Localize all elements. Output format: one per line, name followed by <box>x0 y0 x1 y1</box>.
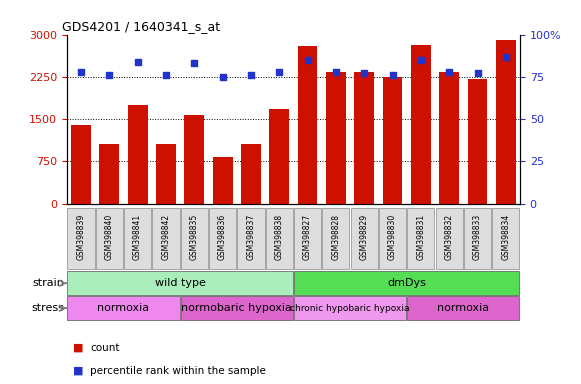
Text: chronic hypobaric hypoxia: chronic hypobaric hypoxia <box>290 304 410 313</box>
Text: GSM398828: GSM398828 <box>331 214 340 260</box>
FancyBboxPatch shape <box>294 271 519 295</box>
Text: percentile rank within the sample: percentile rank within the sample <box>90 366 266 376</box>
Bar <box>128 105 148 204</box>
Bar <box>468 79 487 204</box>
Point <box>105 72 114 78</box>
Bar <box>184 114 204 204</box>
Text: GSM398839: GSM398839 <box>77 214 85 260</box>
Text: normoxia: normoxia <box>98 303 149 313</box>
Bar <box>99 144 119 204</box>
Bar <box>270 109 289 204</box>
Text: normoxia: normoxia <box>437 303 489 313</box>
Text: wild type: wild type <box>155 278 206 288</box>
Text: GSM398838: GSM398838 <box>275 214 284 260</box>
Point <box>444 69 454 75</box>
Text: GSM398834: GSM398834 <box>501 214 510 260</box>
FancyBboxPatch shape <box>124 207 151 270</box>
Text: GSM398841: GSM398841 <box>133 214 142 260</box>
Text: ■: ■ <box>73 366 83 376</box>
Point <box>331 69 340 75</box>
Text: GSM398840: GSM398840 <box>105 214 114 260</box>
Point <box>416 57 425 63</box>
Point <box>473 70 482 76</box>
Point <box>218 74 227 80</box>
Bar <box>354 72 374 204</box>
FancyBboxPatch shape <box>350 207 378 270</box>
FancyBboxPatch shape <box>407 207 435 270</box>
Text: GSM398827: GSM398827 <box>303 214 312 260</box>
Text: normobaric hypoxia: normobaric hypoxia <box>181 303 292 313</box>
Text: GSM398830: GSM398830 <box>388 214 397 260</box>
Point <box>275 69 284 75</box>
Text: GSM398842: GSM398842 <box>162 214 170 260</box>
Bar <box>383 77 403 204</box>
FancyBboxPatch shape <box>67 271 293 295</box>
FancyBboxPatch shape <box>407 296 519 320</box>
Text: count: count <box>90 343 120 353</box>
Text: GSM398833: GSM398833 <box>473 214 482 260</box>
Text: GDS4201 / 1640341_s_at: GDS4201 / 1640341_s_at <box>62 20 220 33</box>
FancyBboxPatch shape <box>436 207 463 270</box>
FancyBboxPatch shape <box>181 296 293 320</box>
Point <box>501 53 511 60</box>
Point <box>303 57 312 63</box>
Bar <box>297 46 317 204</box>
FancyBboxPatch shape <box>464 207 491 270</box>
Point <box>246 72 256 78</box>
Point <box>189 60 199 66</box>
Point <box>133 58 142 65</box>
Text: GSM398835: GSM398835 <box>190 214 199 260</box>
FancyBboxPatch shape <box>294 207 321 270</box>
FancyBboxPatch shape <box>294 296 406 320</box>
Text: GSM398829: GSM398829 <box>360 214 369 260</box>
Bar <box>496 40 516 204</box>
FancyBboxPatch shape <box>492 207 519 270</box>
Text: GSM398832: GSM398832 <box>444 214 454 260</box>
Text: GSM398837: GSM398837 <box>246 214 256 260</box>
Bar <box>71 125 91 204</box>
Bar <box>326 72 346 204</box>
FancyBboxPatch shape <box>152 207 180 270</box>
Bar <box>241 144 261 204</box>
Point <box>388 72 397 78</box>
FancyBboxPatch shape <box>379 207 406 270</box>
Text: strain: strain <box>32 278 64 288</box>
Text: GSM398831: GSM398831 <box>417 214 425 260</box>
FancyBboxPatch shape <box>237 207 264 270</box>
FancyBboxPatch shape <box>322 207 350 270</box>
Bar <box>156 144 176 204</box>
Bar <box>439 72 459 204</box>
FancyBboxPatch shape <box>181 207 208 270</box>
FancyBboxPatch shape <box>67 207 95 270</box>
FancyBboxPatch shape <box>67 296 180 320</box>
Text: ■: ■ <box>73 343 83 353</box>
Text: GSM398836: GSM398836 <box>218 214 227 260</box>
FancyBboxPatch shape <box>209 207 236 270</box>
Bar <box>411 45 431 204</box>
FancyBboxPatch shape <box>266 207 293 270</box>
FancyBboxPatch shape <box>96 207 123 270</box>
Bar <box>213 157 232 204</box>
Text: dmDys: dmDys <box>388 278 426 288</box>
Point <box>76 69 85 75</box>
Point <box>162 72 171 78</box>
Text: stress: stress <box>31 303 64 313</box>
Point <box>360 70 369 76</box>
